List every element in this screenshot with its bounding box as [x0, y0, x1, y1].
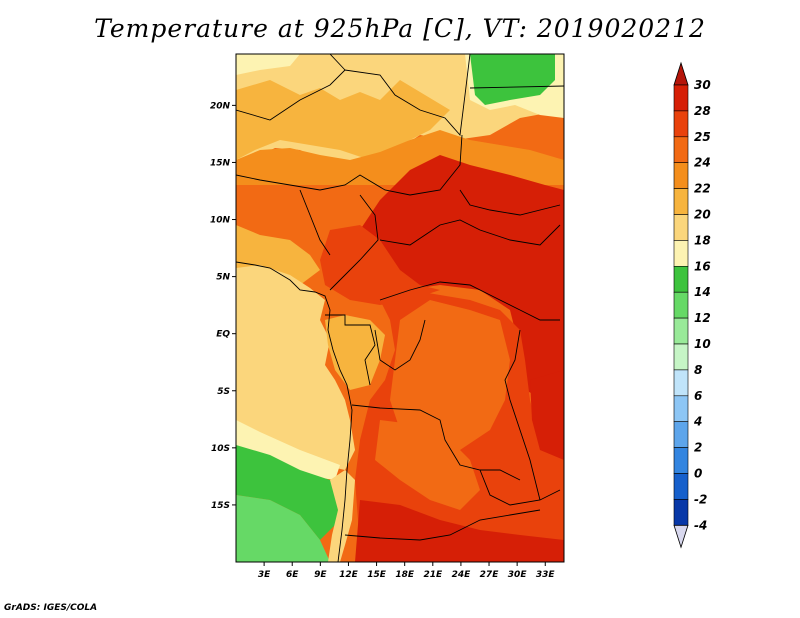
colorbar-swatch [673, 214, 689, 241]
colorbar-swatch [673, 188, 689, 215]
field-atlantic-green [236, 445, 345, 540]
temperature-field [236, 54, 564, 562]
coastline-west-africa [236, 261, 353, 562]
lat-tick-label: 10N [210, 216, 231, 226]
field-east-deepred [530, 370, 564, 460]
lon-tick-label: 33E [536, 570, 556, 580]
border-cameroon [329, 194, 379, 291]
border-north-2 [329, 54, 346, 71]
colorbar-level-label: 0 [694, 467, 702, 481]
colorbar-level-label: 14 [694, 285, 711, 299]
grads-credit: GrADS: IGES/COLA [4, 603, 98, 613]
colorbar-level-label: 18 [694, 233, 711, 247]
field-atlantic-lightgreen [236, 495, 330, 562]
lon-tick-label: 30E [508, 570, 528, 580]
colorbar-swatch [673, 162, 689, 189]
colorbar-swatch [673, 317, 689, 345]
colorbar-level-label: -2 [694, 492, 707, 506]
colorbar-swatch [673, 240, 689, 267]
border-nigeria [299, 189, 331, 256]
field-namibia-sand [328, 470, 355, 562]
lon-tick-label: 9E [314, 570, 327, 580]
border-uganda [519, 309, 560, 321]
colorbar-level-label: 28 [694, 104, 711, 118]
border-zambia [479, 469, 561, 506]
lon-tick-label: 27E [480, 570, 500, 580]
border-angola-south [344, 509, 541, 541]
map-frame [235, 53, 565, 563]
colorbar-level-label: 4 [693, 415, 702, 429]
colorbar-swatch [673, 421, 689, 448]
lat-tick-label: 20N [210, 101, 231, 111]
border-north-3 [469, 85, 564, 89]
colorbar-bottom-arrow [673, 524, 689, 549]
colorbar-level-label: 16 [694, 259, 711, 273]
colorbar-top-arrow [673, 61, 689, 86]
colorbar-swatch [673, 291, 689, 319]
lon-tick-label: 3E [258, 570, 271, 580]
colorbar-level-label: 20 [694, 208, 711, 222]
border-sahel [236, 134, 463, 196]
colorbar-level-label: -4 [694, 518, 707, 532]
field-gabon-amber [325, 315, 385, 390]
lon-tick-label: 18E [395, 570, 415, 580]
lat-tick-label: 5S [217, 387, 230, 397]
colorbar-level-label: 6 [694, 389, 702, 403]
longitude-axis: 3E 6E 9E 12E 15E 18E 21E 24E 27E 30E 33E [258, 562, 556, 580]
border-north-1 [236, 54, 471, 137]
colorbar-swatch [673, 499, 689, 526]
colorbar-swatch [673, 110, 689, 138]
map-title: Temperature at 925hPa [C], VT: 201902021… [94, 14, 706, 43]
field-atlantic-sand [236, 265, 355, 470]
field-north-amber-1 [236, 80, 450, 160]
field-north-cream-2 [236, 54, 300, 75]
field-south-deepred [355, 500, 564, 562]
colorbar-swatch [673, 265, 689, 293]
lon-tick-label: 15E [367, 570, 387, 580]
colorbar-level-label: 25 [694, 130, 711, 144]
border-congo [374, 319, 426, 371]
lon-tick-label: 12E [339, 570, 359, 580]
field-atlantic-cream [236, 420, 340, 480]
lat-tick-label: EQ [216, 330, 230, 340]
lon-tick-label: 21E [423, 570, 443, 580]
country-borders [236, 54, 564, 562]
colorbar-level-label: 2 [694, 441, 702, 455]
border-chad-car [379, 219, 561, 246]
field-redorange-band [320, 225, 440, 305]
colorbar-level-label: 8 [694, 363, 702, 377]
colorbar-swatch [673, 395, 689, 422]
colorbar-swatch [673, 136, 689, 164]
colorbar-level-label: 24 [694, 156, 711, 170]
colorbar-swatch [673, 343, 689, 371]
colorbar-level-label: 10 [694, 337, 711, 351]
border-gabon [325, 314, 376, 386]
border-east-lakes [504, 329, 541, 501]
colorbar-level-label: 22 [694, 182, 711, 196]
field-green-northeast [470, 54, 555, 105]
lon-tick-label: 6E [286, 570, 299, 580]
border-drc-angola [351, 404, 521, 481]
colorbar-swatch [673, 84, 689, 112]
colorbar-level-label: 30 [694, 78, 711, 92]
field-southern-orange [375, 420, 480, 510]
colorbar-swatch [673, 369, 689, 397]
field-congo-orange [390, 300, 510, 450]
lat-tick-label: 10S [211, 444, 230, 454]
colorbar-swatch [673, 473, 689, 500]
latitude-axis: 20N 15N 10N 5N EQ 5S 10S 15S [210, 101, 236, 511]
lat-tick-label: 5N [216, 273, 230, 283]
colorbar-level-label: 12 [694, 311, 711, 325]
lon-tick-label: 24E [452, 570, 472, 580]
colorbar-swatch [673, 447, 689, 474]
border-sudan [459, 189, 561, 216]
field-central-red [350, 155, 564, 400]
border-car-drc [379, 281, 521, 311]
lat-tick-label: 15N [210, 158, 231, 168]
lat-tick-label: 15S [211, 501, 230, 511]
